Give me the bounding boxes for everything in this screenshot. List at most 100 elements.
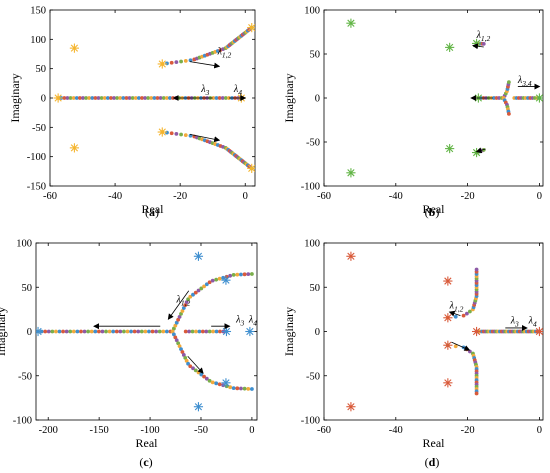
locus-point [184, 300, 189, 305]
eigenvalue-label: λ1,2 [176, 294, 191, 307]
locus-point [204, 376, 209, 381]
locus-point [217, 96, 222, 100]
x-tick-label: -40 [389, 191, 403, 202]
locus-point [161, 329, 166, 334]
locus-point [158, 96, 163, 100]
locus-point [125, 329, 130, 334]
locus-point [453, 314, 458, 319]
locus-point [118, 96, 123, 100]
locus-point [161, 96, 166, 100]
locus-point [68, 329, 73, 334]
chart-panel-c: -200 -150 -100 -50 0 -100 -50 0 50 100 Real Imagina… [0, 239, 258, 469]
locus-point [183, 355, 188, 360]
pole-marker [54, 94, 62, 102]
locus-point [211, 329, 216, 334]
y-tick-label: 0 [41, 94, 46, 105]
locus-point [214, 96, 219, 100]
locus-point [239, 386, 243, 391]
locus-point [474, 391, 479, 396]
locus-point [65, 96, 70, 100]
locus-point [129, 329, 133, 334]
locus-point [214, 329, 219, 334]
locus-point [188, 58, 193, 63]
locus-point [157, 329, 162, 334]
plot-area [346, 251, 543, 412]
pole-marker [347, 19, 355, 27]
direction-arrow [471, 43, 484, 50]
locus-point [100, 329, 105, 334]
locus-point [227, 96, 231, 100]
locus-point [104, 329, 108, 334]
locus-point [193, 368, 198, 373]
locus-point [169, 60, 174, 65]
locus-point [114, 329, 119, 334]
locus-point [61, 329, 65, 334]
locus-point [86, 329, 91, 334]
locus-point [217, 276, 222, 281]
axes-box [323, 9, 544, 187]
pole-marker [248, 23, 255, 32]
y-tick-label: -50 [306, 138, 320, 149]
locus-point [202, 284, 206, 289]
locus-point [54, 329, 58, 334]
pole-marker [535, 94, 543, 102]
locus-point [43, 329, 48, 334]
x-tick-label: -20 [173, 191, 187, 202]
pole-marker [347, 403, 355, 411]
x-tick-label: -200 [39, 425, 58, 436]
locus-point [139, 329, 144, 334]
y-axis-label: Imaginary [282, 307, 296, 356]
pole-marker [194, 403, 203, 411]
locus-point [199, 286, 204, 291]
locus-point [143, 96, 147, 100]
locus-point [75, 329, 80, 334]
y-tick-label: -50 [18, 371, 32, 382]
locus-point [136, 329, 141, 334]
pole-marker [248, 164, 255, 173]
y-tick-label: -150 [27, 182, 46, 193]
pole-marker [36, 327, 42, 335]
locus-point [147, 329, 151, 334]
locus-point [188, 294, 193, 299]
eigenvalue-label: λ1,2 [217, 47, 232, 60]
locus-point [149, 96, 154, 100]
locus-point [105, 96, 110, 100]
locus-point [87, 96, 92, 100]
locus-point [176, 317, 181, 322]
locus-point [467, 309, 472, 314]
locus-point [179, 59, 183, 64]
pole-marker [446, 43, 454, 52]
locus-point [246, 386, 251, 391]
locus-point [57, 329, 62, 334]
locus-point [202, 374, 206, 379]
locus-point [207, 378, 212, 383]
eigenvalue-label: λ3 [235, 315, 244, 328]
x-tick-label: -20 [461, 425, 475, 436]
locus-point [174, 60, 179, 64]
locus-point [506, 111, 511, 116]
plot-area [346, 18, 543, 178]
locus-point [207, 280, 212, 285]
y-tick-label: -50 [306, 371, 320, 382]
locus-point [197, 329, 202, 334]
locus-point [183, 58, 188, 63]
locus-point [64, 329, 69, 334]
y-tick-label: 50 [22, 283, 33, 294]
locus-point [228, 273, 233, 278]
locus-point [146, 96, 151, 100]
locus-point [210, 380, 215, 385]
locus-point [84, 96, 88, 100]
locus-point [194, 329, 198, 334]
locus-point [481, 41, 486, 46]
x-tick-label: -40 [389, 425, 403, 436]
locus-point [118, 329, 123, 334]
locus-point [223, 96, 228, 100]
pole-marker [347, 169, 355, 177]
x-tick-label: 0 [249, 425, 254, 436]
locus-point [89, 329, 94, 334]
locus-point [207, 329, 212, 334]
locus-point [190, 329, 195, 334]
x-axis-label: Real [142, 202, 165, 216]
locus-point [239, 272, 243, 277]
locus-point [109, 96, 113, 100]
